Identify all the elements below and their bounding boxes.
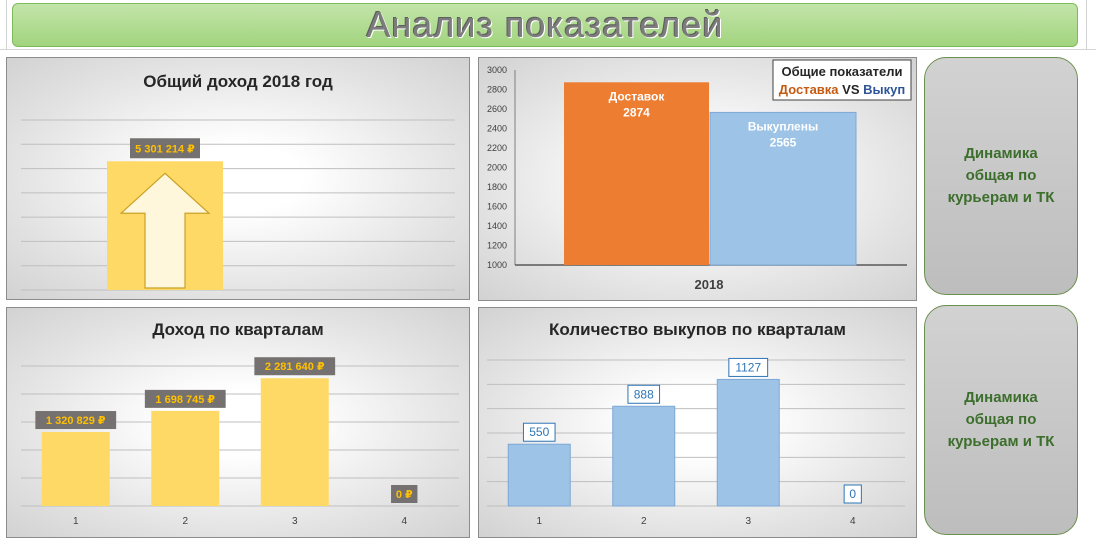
y-tick-label: 1800 [487,182,507,192]
sheet-grid-line [6,0,7,50]
up-arrow-icon [119,172,211,289]
chart-delivery-vs-buyout[interactable]: 1000 1200 1400 1600 1800 2000 2200 2400 2600 2800… [478,57,917,301]
data-label-box [144,389,226,408]
x-tick-label: 4 [401,516,407,527]
chart-delivery-vs-buyout-plot: 1000 1200 1400 1600 1800 2000 2200 2400 2600 2800… [487,59,912,292]
chart-buyouts-quarters-plot: 1 550 2 888 3 1127 4 0 [487,357,905,527]
x-tick-label: 2 [182,516,188,527]
data-label-box [130,138,200,159]
chart-income-quarters-plot: 1 1 320 829 ₽ 2 1 698 745 ₽ 3 2 281 640 ₽ 4 0 ₽ [21,357,459,527]
legend-text-part: Выкуп [863,82,905,97]
chart-buyouts-quarters[interactable]: Количество выкупов по кварталам 1 550 2 888… [478,307,917,538]
y-tick-label: 1000 [487,260,507,270]
bar [151,410,220,506]
data-label: 2565 [770,135,797,149]
data-label-box [254,357,336,376]
y-tick-label: 3000 [487,65,507,75]
bar [507,443,571,507]
dynamics-button-label: Динамика общая по курьерам и ТК [947,145,1055,206]
data-label: 1127 [735,360,761,374]
data-label: 2874 [623,105,650,119]
series-name-label: Выкуплены [748,119,818,133]
chart-income-quarters[interactable]: Доход по кварталам 1 1 320 829 ₽ 2 1 698 74… [6,307,470,538]
x-tick-label: 2018 [695,277,724,292]
series-name-label: Доставок [609,89,666,103]
dynamics-couriers-button[interactable]: Динамика общая по курьерам и ТК [924,57,1078,295]
legend-text: Доставка VS Выкуп [779,82,905,97]
legend-heading: Общие показатели [782,64,903,79]
header-banner: Анализ показателей [12,3,1078,47]
y-tick-label: 2800 [487,85,507,95]
legend-text-part: VS [839,82,864,97]
dynamics-couriers-button[interactable]: Динамика общая по курьерам и ТК [924,305,1078,535]
y-tick-label: 2600 [487,104,507,114]
chart-total-income[interactable]: Общий доход 2018 год 5 301 214 ₽ [6,57,470,300]
y-tick-label: 1400 [487,221,507,231]
data-label: 5 301 214 ₽ [135,143,195,155]
dynamics-button-label: Динамика общая по курьерам и ТК [947,389,1055,450]
data-label-box [843,484,862,504]
chart-title: Общий доход 2018 год [143,72,333,91]
chart-title: Количество выкупов по кварталам [549,320,846,339]
x-tick-label: 2 [641,516,647,527]
page-title: Анализ показателей [366,4,724,45]
x-tick-label: 3 [292,516,298,527]
sheet-grid-line [0,49,1096,50]
x-tick-label: 1 [536,516,542,527]
data-label: 0 [849,487,856,501]
y-tick-label: 2000 [487,163,507,173]
legend-text-part: Доставка [779,82,840,97]
data-label: 550 [529,425,549,439]
bar [41,432,110,506]
data-label-box [627,384,661,404]
x-tick-label: 3 [745,516,751,527]
data-label-box [728,357,769,377]
y-tick-label: 2200 [487,143,507,153]
data-label: 0 ₽ [396,489,413,501]
x-tick-label: 1 [73,516,79,527]
y-tick-label: 1600 [487,202,507,212]
legend-box [772,59,912,101]
data-label: 2 281 640 ₽ [265,361,325,373]
sheet-grid-line [1086,0,1087,50]
data-label-box [35,411,117,430]
x-tick-label: 4 [850,516,856,527]
bar [716,378,780,507]
bar [709,111,857,266]
bar [564,82,709,265]
y-tick-label: 2400 [487,124,507,134]
data-label: 1 698 745 ₽ [155,394,215,406]
data-label-box [391,485,418,503]
data-label-box [522,422,556,442]
bar [612,405,676,507]
chart-total-income-plot: 5 301 214 ₽ [21,119,455,291]
chart-title: Доход по кварталам [152,320,324,339]
data-label: 1 320 829 ₽ [46,415,106,427]
bar [260,378,329,506]
y-tick-label: 1200 [487,241,507,251]
data-label: 888 [634,387,654,401]
